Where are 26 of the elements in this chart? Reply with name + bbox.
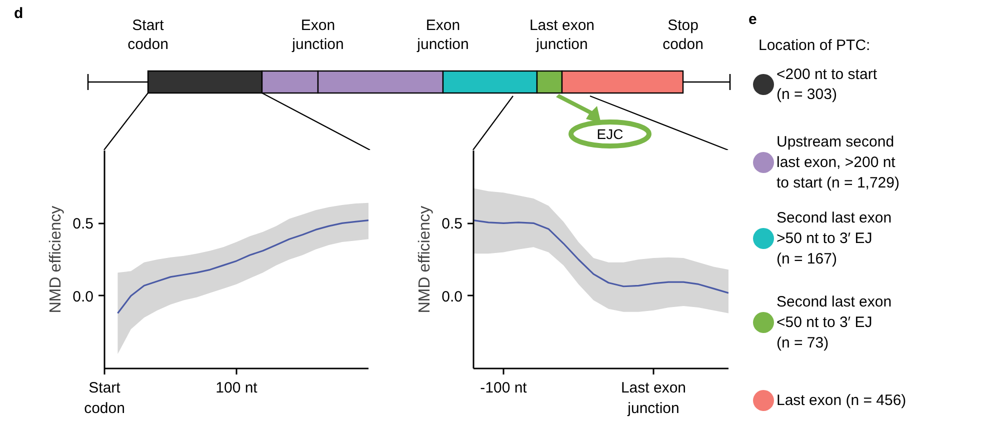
category-label: Second last exon >50 nt to 3′ EJ (n = 167) <box>776 210 892 268</box>
y-tick-label: 0.5 <box>442 216 463 233</box>
text: Last exon junction <box>529 17 595 53</box>
text: Location of PTC: <box>758 37 870 54</box>
text: Exon junction <box>291 17 344 53</box>
category-label: Second last exon <50 nt to 3′ EJ (n = 73) <box>776 294 892 352</box>
y-axis-title: NMD efficiency <box>48 206 65 314</box>
x-tick-label: 100 nt <box>216 380 258 396</box>
text: e <box>748 11 757 28</box>
x-tick-label: Last exon junction <box>620 380 686 417</box>
x-tick-label: -100 nt <box>480 380 528 396</box>
category-label: Last exon (n = 456) <box>776 392 906 409</box>
y-axis-title: NMD efficiency <box>416 206 434 314</box>
text: EJC <box>596 126 624 142</box>
line-series <box>116 219 368 314</box>
text: Start codon <box>128 17 168 53</box>
x-tick-label: Start codon <box>84 380 125 417</box>
text: d <box>14 5 24 22</box>
y-tick-label: 0.0 <box>72 288 94 306</box>
text: Exon junction <box>416 17 469 53</box>
y-tick-label: 0.5 <box>72 216 94 233</box>
line-series <box>474 219 728 294</box>
y-tick-label: 0.0 <box>442 288 463 306</box>
category-label: Upstream second last exon, >200 nt to start (n = 1,729) <box>776 134 900 192</box>
text: Stop codon <box>662 17 704 53</box>
category-label: <200 nt to start (n = 303) <box>776 66 878 104</box>
